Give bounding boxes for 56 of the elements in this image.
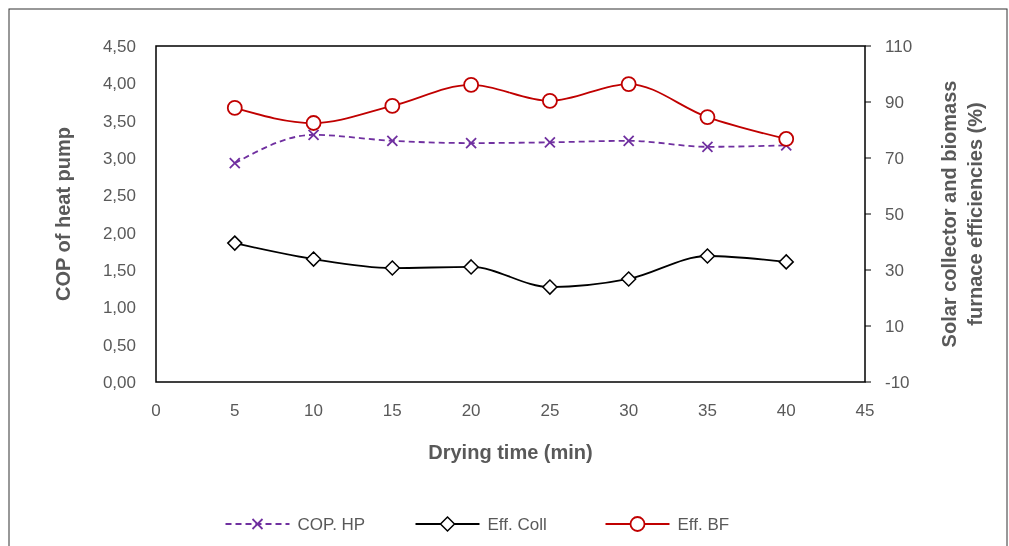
y-tick-label: 0,50 xyxy=(102,335,136,355)
point xyxy=(701,140,714,153)
y2-axis-title: Solar collector and biomass furnace efficiencies (%) xyxy=(938,80,986,348)
y-tick-label: 1,00 xyxy=(102,298,136,318)
y-tick-label: 2,50 xyxy=(102,186,136,206)
y2-tick-label: 30 xyxy=(885,261,904,280)
y-tick-label: 4,50 xyxy=(102,37,136,56)
y-tick-label: 1,50 xyxy=(102,261,136,280)
legend-label: Eff. Coll xyxy=(487,515,547,534)
y2-tick-label: 10 xyxy=(885,317,904,336)
point xyxy=(307,128,320,141)
point xyxy=(541,92,558,109)
y2-tick-label: 50 xyxy=(885,205,904,224)
point xyxy=(227,235,243,251)
x-tick-label: 40 xyxy=(776,401,796,420)
point xyxy=(228,157,241,170)
point xyxy=(463,259,479,275)
point xyxy=(620,76,637,92)
point xyxy=(778,131,795,147)
legend-label: Eff. BF xyxy=(677,515,730,534)
x-tick-label: 45 xyxy=(855,401,875,420)
x-tick-label: 5 xyxy=(230,401,240,420)
point xyxy=(226,99,243,116)
y-axis-title: COP of heat pump xyxy=(52,126,74,302)
x-tick-label: 20 xyxy=(461,401,481,420)
point xyxy=(386,134,399,147)
y2-tick-label: -10 xyxy=(885,373,910,392)
legend-label: COP. HP xyxy=(297,515,366,534)
x-tick-label: 35 xyxy=(697,401,717,420)
point xyxy=(622,134,635,147)
x-tick-label: 15 xyxy=(382,401,402,420)
point xyxy=(384,260,401,276)
point xyxy=(778,254,794,270)
y-tick-label: 0,00 xyxy=(102,373,136,392)
point xyxy=(699,109,716,126)
y2-tick-label: 90 xyxy=(885,93,904,112)
point xyxy=(465,137,478,149)
x-tick-label: 0 xyxy=(151,401,161,420)
x-axis-title: Drying time (min) xyxy=(428,441,593,463)
x-tick-label: 30 xyxy=(619,401,639,420)
y-tick-label: 3,00 xyxy=(102,149,136,168)
y-tick-label: 2,00 xyxy=(102,223,136,243)
y2-tick-label: 70 xyxy=(885,149,904,168)
point xyxy=(305,251,322,267)
point xyxy=(699,248,716,264)
point xyxy=(543,136,556,149)
x-tick-label: 25 xyxy=(540,401,560,420)
point xyxy=(384,98,401,114)
x-tick-label: 10 xyxy=(304,401,324,420)
point xyxy=(620,271,637,287)
y2-tick-label: 110 xyxy=(885,37,913,56)
y-tick-label: 3,50 xyxy=(102,111,136,131)
y-tick-label: 4,00 xyxy=(102,74,136,94)
point xyxy=(463,77,480,93)
point xyxy=(305,115,322,131)
point xyxy=(542,279,558,295)
